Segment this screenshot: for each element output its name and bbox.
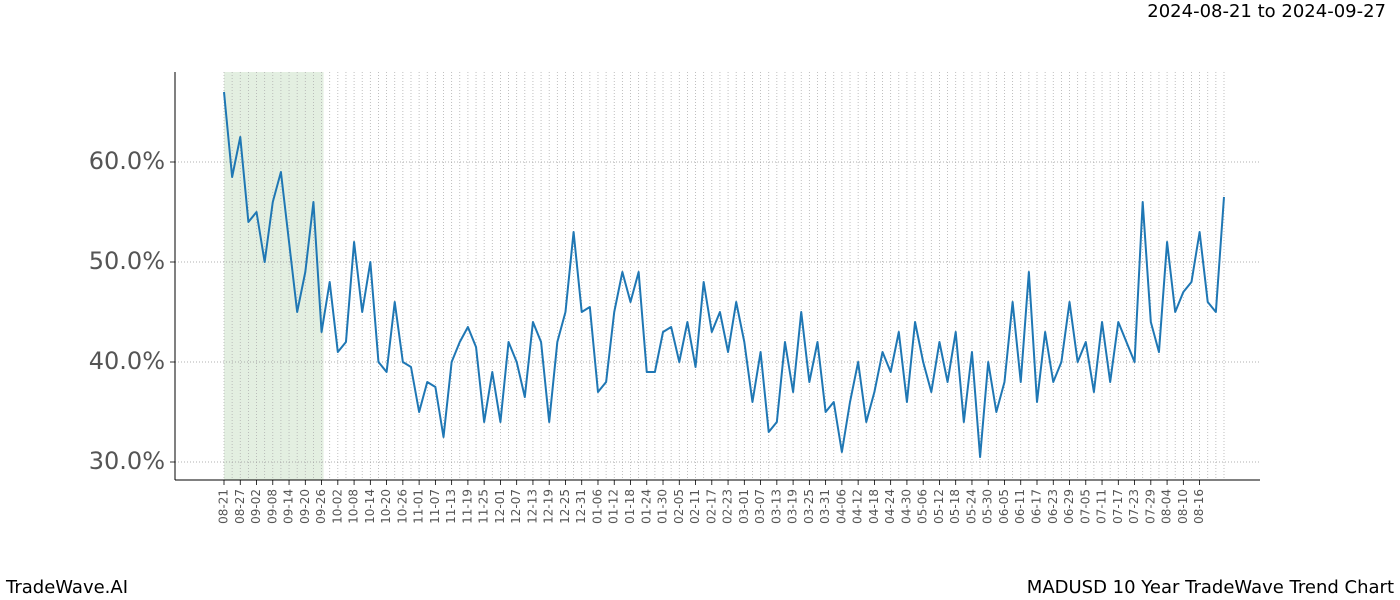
y-tick-label: 30.0% bbox=[89, 447, 165, 475]
x-tick-label: 11-25 bbox=[477, 489, 491, 524]
x-tick-label: 11-13 bbox=[444, 489, 458, 524]
x-tick-label: 02-05 bbox=[672, 489, 686, 524]
x-tick-label: 08-27 bbox=[233, 489, 247, 524]
x-tick-label: 04-18 bbox=[867, 489, 881, 524]
x-tick-label: 09-02 bbox=[249, 489, 263, 524]
x-tick-label: 02-17 bbox=[704, 489, 718, 524]
x-tick-label: 05-24 bbox=[964, 489, 978, 524]
x-tick-label: 01-30 bbox=[656, 489, 670, 524]
x-tick-label: 05-06 bbox=[916, 489, 930, 524]
x-tick-label: 09-08 bbox=[265, 489, 279, 524]
x-tick-label: 03-31 bbox=[818, 489, 832, 524]
x-tick-label: 01-24 bbox=[639, 489, 653, 524]
brand: TradeWave.AI bbox=[5, 577, 128, 598]
x-tick-label: 05-18 bbox=[948, 489, 962, 524]
x-tick-label: 07-05 bbox=[1078, 489, 1092, 524]
x-tick-label: 04-12 bbox=[851, 489, 865, 524]
trend-line bbox=[223, 91, 1225, 458]
x-tick-label: 09-20 bbox=[298, 489, 312, 524]
x-tick-label: 08-21 bbox=[217, 489, 231, 524]
x-tick-label: 03-25 bbox=[802, 489, 816, 524]
x-tick-label: 11-01 bbox=[412, 489, 426, 524]
x-tick-label: 08-16 bbox=[1192, 489, 1206, 524]
x-tick-label: 10-14 bbox=[363, 489, 377, 524]
x-tick-label: 10-26 bbox=[395, 489, 409, 524]
caption: MADUSD 10 Year TradeWave Trend Chart bbox=[1027, 577, 1394, 598]
x-tick-label: 12-31 bbox=[574, 489, 588, 524]
y-tick-label: 50.0% bbox=[89, 247, 165, 275]
x-tick-label: 08-10 bbox=[1176, 489, 1190, 524]
x-tick-label: 03-07 bbox=[753, 489, 767, 524]
x-tick-label: 06-29 bbox=[1062, 489, 1076, 524]
x-tick-label: 04-06 bbox=[834, 489, 848, 524]
x-tick-label: 02-23 bbox=[721, 489, 735, 524]
x-tick-label: 12-25 bbox=[558, 489, 572, 524]
x-tick-label: 04-24 bbox=[883, 489, 897, 524]
x-tick-label: 07-17 bbox=[1111, 489, 1125, 524]
x-tick-label: 03-01 bbox=[737, 489, 751, 524]
x-tick-label: 10-02 bbox=[330, 489, 344, 524]
x-tick-label: 09-14 bbox=[282, 489, 296, 524]
x-tick-label: 02-11 bbox=[688, 489, 702, 524]
highlight-band bbox=[224, 72, 324, 480]
x-tick-label: 12-13 bbox=[525, 489, 539, 524]
x-tick-label: 06-23 bbox=[1046, 489, 1060, 524]
x-tick-label: 01-12 bbox=[607, 489, 621, 524]
x-tick-label: 12-07 bbox=[509, 489, 523, 524]
x-tick-label: 07-23 bbox=[1127, 489, 1141, 524]
x-tick-label: 03-13 bbox=[769, 489, 783, 524]
x-tick-label: 09-26 bbox=[314, 489, 328, 524]
x-tick-label: 12-19 bbox=[542, 489, 556, 524]
x-tick-label: 10-08 bbox=[347, 489, 361, 524]
x-tick-label: 08-04 bbox=[1160, 489, 1174, 524]
x-tick-label: 11-19 bbox=[460, 489, 474, 524]
y-tick-label: 60.0% bbox=[89, 147, 165, 175]
x-tick-label: 11-07 bbox=[428, 489, 442, 524]
x-tick-label: 04-30 bbox=[899, 489, 913, 524]
x-tick-label: 12-01 bbox=[493, 489, 507, 524]
y-tick-label: 40.0% bbox=[89, 347, 165, 375]
x-tick-label: 01-06 bbox=[590, 489, 604, 524]
x-tick-label: 07-11 bbox=[1095, 489, 1109, 524]
x-tick-label: 10-20 bbox=[379, 489, 393, 524]
x-tick-label: 05-30 bbox=[981, 489, 995, 524]
x-tick-label: 05-12 bbox=[932, 489, 946, 524]
date-range: 2024-08-21 to 2024-09-27 bbox=[1147, 1, 1386, 22]
x-tick-label: 03-19 bbox=[786, 489, 800, 524]
x-tick-label: 06-11 bbox=[1013, 489, 1027, 524]
x-tick-label: 07-29 bbox=[1143, 489, 1157, 524]
x-tick-label: 01-18 bbox=[623, 489, 637, 524]
x-tick-label: 06-17 bbox=[1030, 489, 1044, 524]
x-tick-label: 06-05 bbox=[997, 489, 1011, 524]
